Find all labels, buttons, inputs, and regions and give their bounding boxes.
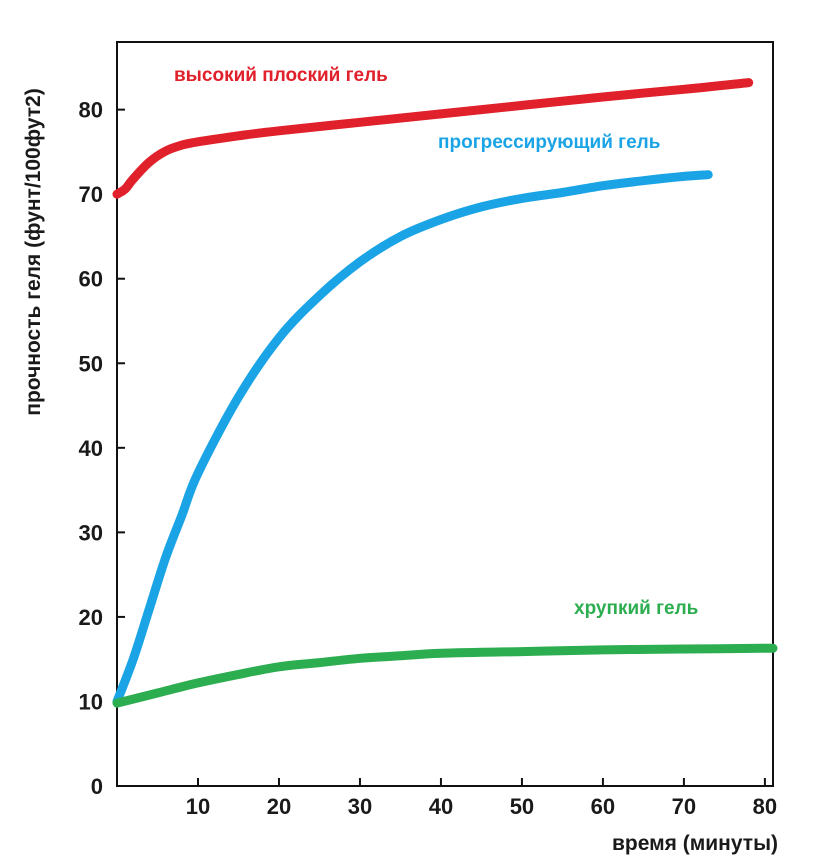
series-label-progressive: прогрессирующий гель: [438, 132, 660, 153]
y-tick-label: 30: [79, 520, 103, 545]
y-tick-label: 40: [79, 436, 103, 461]
x-tick-label: 10: [186, 794, 210, 819]
series-label-fragile: хрупкий гель: [574, 598, 698, 619]
x-tick-label: 80: [753, 794, 777, 819]
x-tick-label: 70: [672, 794, 696, 819]
x-axis-ticks: 10 20 30 40 50 60 70 80: [186, 778, 777, 819]
y-axis-ticks: 0 10 20 30 40 50 60 70 80: [79, 98, 125, 799]
y-axis-title: прочность геля (фунт/100фут2): [22, 88, 45, 415]
series-lines: [112, 78, 778, 708]
y-tick-label: 20: [79, 605, 103, 630]
x-tick-label: 20: [267, 794, 291, 819]
x-axis-title: время (минуты): [612, 832, 778, 855]
series-line-high-flat: [112, 78, 754, 199]
y-tick-label: 80: [79, 98, 103, 123]
plot-frame: [116, 41, 774, 787]
x-tick-label: 60: [591, 794, 615, 819]
y-tick-label: 50: [79, 351, 103, 376]
y-tick-label: 0: [91, 774, 103, 799]
x-tick-label: 40: [429, 794, 453, 819]
x-tick-label: 30: [348, 794, 372, 819]
y-tick-label: 70: [79, 182, 103, 207]
y-tick-label: 60: [79, 267, 103, 292]
series-label-high-flat: высокий плоский гель: [174, 65, 388, 86]
series-line-fragile: [112, 643, 778, 708]
x-tick-label: 50: [510, 794, 534, 819]
y-tick-label: 10: [79, 689, 103, 714]
series-line-progressive: [112, 170, 713, 706]
